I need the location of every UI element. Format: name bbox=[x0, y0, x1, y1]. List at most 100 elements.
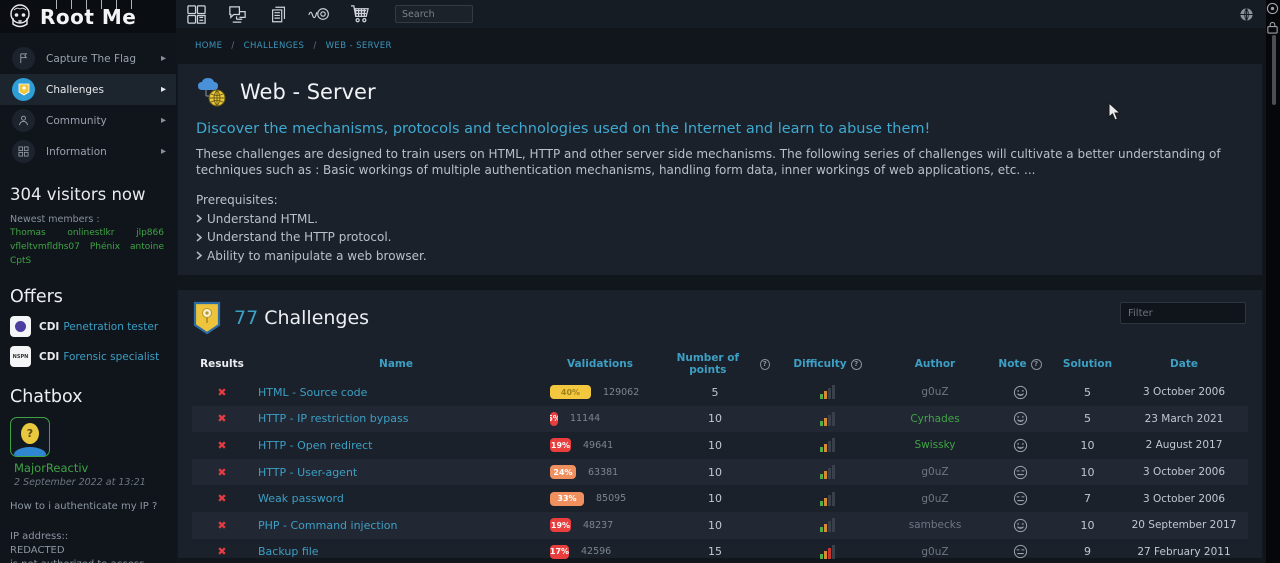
breadcrumb-home[interactable]: HOME bbox=[195, 41, 223, 51]
prerequisite-text: Ability to manipulate a web browser. bbox=[207, 248, 427, 263]
ctf-icon[interactable] bbox=[299, 0, 340, 28]
prerequisite-item: Understand HTML. bbox=[196, 212, 1244, 226]
chat-message-line: REDACTED bbox=[10, 545, 65, 556]
date-value: 3 October 2006 bbox=[1142, 492, 1226, 505]
breadcrumb-separator: / bbox=[313, 41, 317, 51]
date-value: 27 February 2011 bbox=[1137, 545, 1231, 558]
community-icon[interactable] bbox=[217, 0, 258, 28]
note-face-icon bbox=[1013, 518, 1027, 532]
sidebar-item-community[interactable]: Community ▸ bbox=[0, 105, 176, 136]
sidebar-item-information[interactable]: Information ▸ bbox=[0, 136, 176, 167]
column-author[interactable]: Author bbox=[914, 358, 956, 370]
column-name[interactable]: Name bbox=[379, 358, 413, 370]
solution-value: 10 bbox=[1080, 438, 1095, 452]
challenge-link[interactable]: HTTP - User-agent bbox=[258, 465, 358, 479]
scrollbar-thumb[interactable] bbox=[1272, 35, 1276, 105]
author-link[interactable]: g0uZ bbox=[921, 386, 949, 399]
difficulty-icon bbox=[819, 518, 835, 533]
column-results[interactable]: Results bbox=[200, 358, 244, 370]
chat-message-line: is not authorized to access bbox=[10, 558, 166, 563]
challenge-link[interactable]: Weak password bbox=[258, 492, 344, 506]
menu-label: Community bbox=[46, 114, 107, 127]
column-solution[interactable]: Solution bbox=[1062, 358, 1113, 370]
offer-item-penetration-tester[interactable]: CDI Penetration tester bbox=[10, 316, 176, 337]
date-value: 20 September 2017 bbox=[1131, 519, 1237, 532]
sidebar-item-challenges[interactable]: Challenges ▸ bbox=[0, 74, 176, 105]
categories-icon[interactable] bbox=[176, 0, 217, 28]
offer-logo-icon: NSPN bbox=[10, 346, 31, 367]
offer-link[interactable]: Penetration tester bbox=[63, 320, 159, 333]
challenges-table-body: ✖ HTML - Source code 40% 129062 5 g0uZ bbox=[192, 379, 1248, 563]
column-date[interactable]: Date bbox=[1170, 358, 1198, 370]
globe-icon[interactable] bbox=[1232, 0, 1260, 28]
category-panel: Web - Server Discover the mechanisms, pr… bbox=[178, 64, 1262, 275]
help-icon[interactable]: ? bbox=[1030, 358, 1042, 370]
author-link[interactable]: sambecks bbox=[908, 519, 962, 532]
author-link[interactable]: Swissky bbox=[914, 439, 956, 452]
validation-badge: 17% bbox=[550, 544, 569, 559]
member-link[interactable]: onlinestlkr bbox=[67, 228, 115, 238]
offer-link[interactable]: Forensic specialist bbox=[63, 350, 160, 363]
challenge-link[interactable]: Backup file bbox=[258, 545, 319, 559]
visitors-count: 304 visitors now bbox=[10, 185, 146, 204]
solution-value: 5 bbox=[1084, 385, 1091, 399]
chevron-bullet-icon bbox=[196, 214, 202, 223]
search-input[interactable] bbox=[395, 5, 473, 23]
rootme-logo[interactable]: Root Me bbox=[0, 0, 176, 33]
breadcrumb-separator: / bbox=[231, 41, 235, 51]
date-value: 23 March 2021 bbox=[1144, 412, 1224, 425]
table-row: ✖ Weak password 33% 85095 10 g0uZ bbox=[192, 485, 1248, 512]
documents-icon[interactable] bbox=[258, 0, 299, 28]
offers-title: Offers bbox=[10, 287, 63, 307]
points-value: 10 bbox=[708, 518, 722, 532]
challenge-link[interactable]: HTTP - Open redirect bbox=[258, 438, 373, 452]
web-server-icon bbox=[198, 78, 226, 107]
target-icon[interactable] bbox=[1266, 2, 1279, 15]
help-icon[interactable]: ? bbox=[850, 358, 862, 370]
page-title: Web - Server bbox=[240, 80, 376, 104]
validation-badge: 24% bbox=[550, 465, 576, 480]
challenge-link[interactable]: PHP - Command injection bbox=[258, 518, 398, 532]
challenge-link[interactable]: HTML - Source code bbox=[258, 385, 368, 399]
author-link[interactable]: g0uZ bbox=[921, 466, 949, 479]
challenge-link[interactable]: HTTP - IP restriction bypass bbox=[258, 412, 409, 426]
author-link[interactable]: g0uZ bbox=[921, 492, 949, 505]
avatar[interactable]: ? bbox=[10, 417, 50, 457]
solution-value: 5 bbox=[1084, 412, 1091, 426]
menu-label: Challenges bbox=[46, 83, 104, 96]
avatar-body bbox=[14, 447, 46, 456]
difficulty-icon bbox=[819, 544, 835, 559]
date-value: 3 October 2006 bbox=[1142, 466, 1226, 479]
column-difficulty[interactable]: Difficulty? bbox=[770, 358, 885, 370]
breadcrumb-web-server[interactable]: WEB - SERVER bbox=[325, 41, 392, 51]
sidebar-item-capture-the-flag[interactable]: Capture The Flag ▸ bbox=[0, 43, 176, 74]
column-label: Difficulty bbox=[793, 358, 847, 370]
breadcrumb-challenges[interactable]: CHALLENGES bbox=[243, 41, 305, 51]
author-link[interactable]: Cyrhades bbox=[910, 412, 960, 425]
note-face-icon bbox=[1013, 492, 1027, 506]
help-icon[interactable]: ? bbox=[759, 358, 770, 370]
table-row: ✖ Backup file 17% 42596 15 g0uZ bbox=[192, 539, 1248, 563]
menu-label: Information bbox=[46, 145, 107, 158]
author-link[interactable]: g0uZ bbox=[921, 545, 949, 558]
note-face-icon bbox=[1013, 545, 1027, 559]
member-link[interactable]: antoine bbox=[130, 242, 164, 252]
member-link[interactable]: vfleltvmfldhs07 bbox=[10, 242, 80, 252]
chat-username-link[interactable]: MajorReactiv bbox=[14, 461, 89, 475]
shop-icon[interactable] bbox=[340, 0, 381, 28]
member-link[interactable]: CptS bbox=[10, 256, 32, 266]
shield-icon bbox=[12, 78, 35, 101]
offer-item-forensic-specialist[interactable]: NSPN CDI Forensic specialist bbox=[10, 346, 176, 367]
page-subtitle: Discover the mechanisms, protocols and t… bbox=[196, 121, 931, 137]
member-link[interactable]: Thomas bbox=[10, 228, 46, 238]
column-note[interactable]: Note? bbox=[985, 358, 1055, 370]
table-header: Results Name Validations Number of point… bbox=[192, 349, 1248, 379]
column-validations[interactable]: Validations bbox=[567, 358, 633, 370]
member-link[interactable]: jlp866 bbox=[136, 228, 164, 238]
solution-value: 7 bbox=[1084, 492, 1091, 506]
lock-icon[interactable] bbox=[1266, 21, 1279, 35]
member-link[interactable]: Phénix bbox=[89, 242, 121, 252]
column-points[interactable]: Number of points? bbox=[660, 352, 770, 376]
filter-input[interactable] bbox=[1120, 302, 1246, 324]
points-value: 5 bbox=[711, 385, 719, 399]
